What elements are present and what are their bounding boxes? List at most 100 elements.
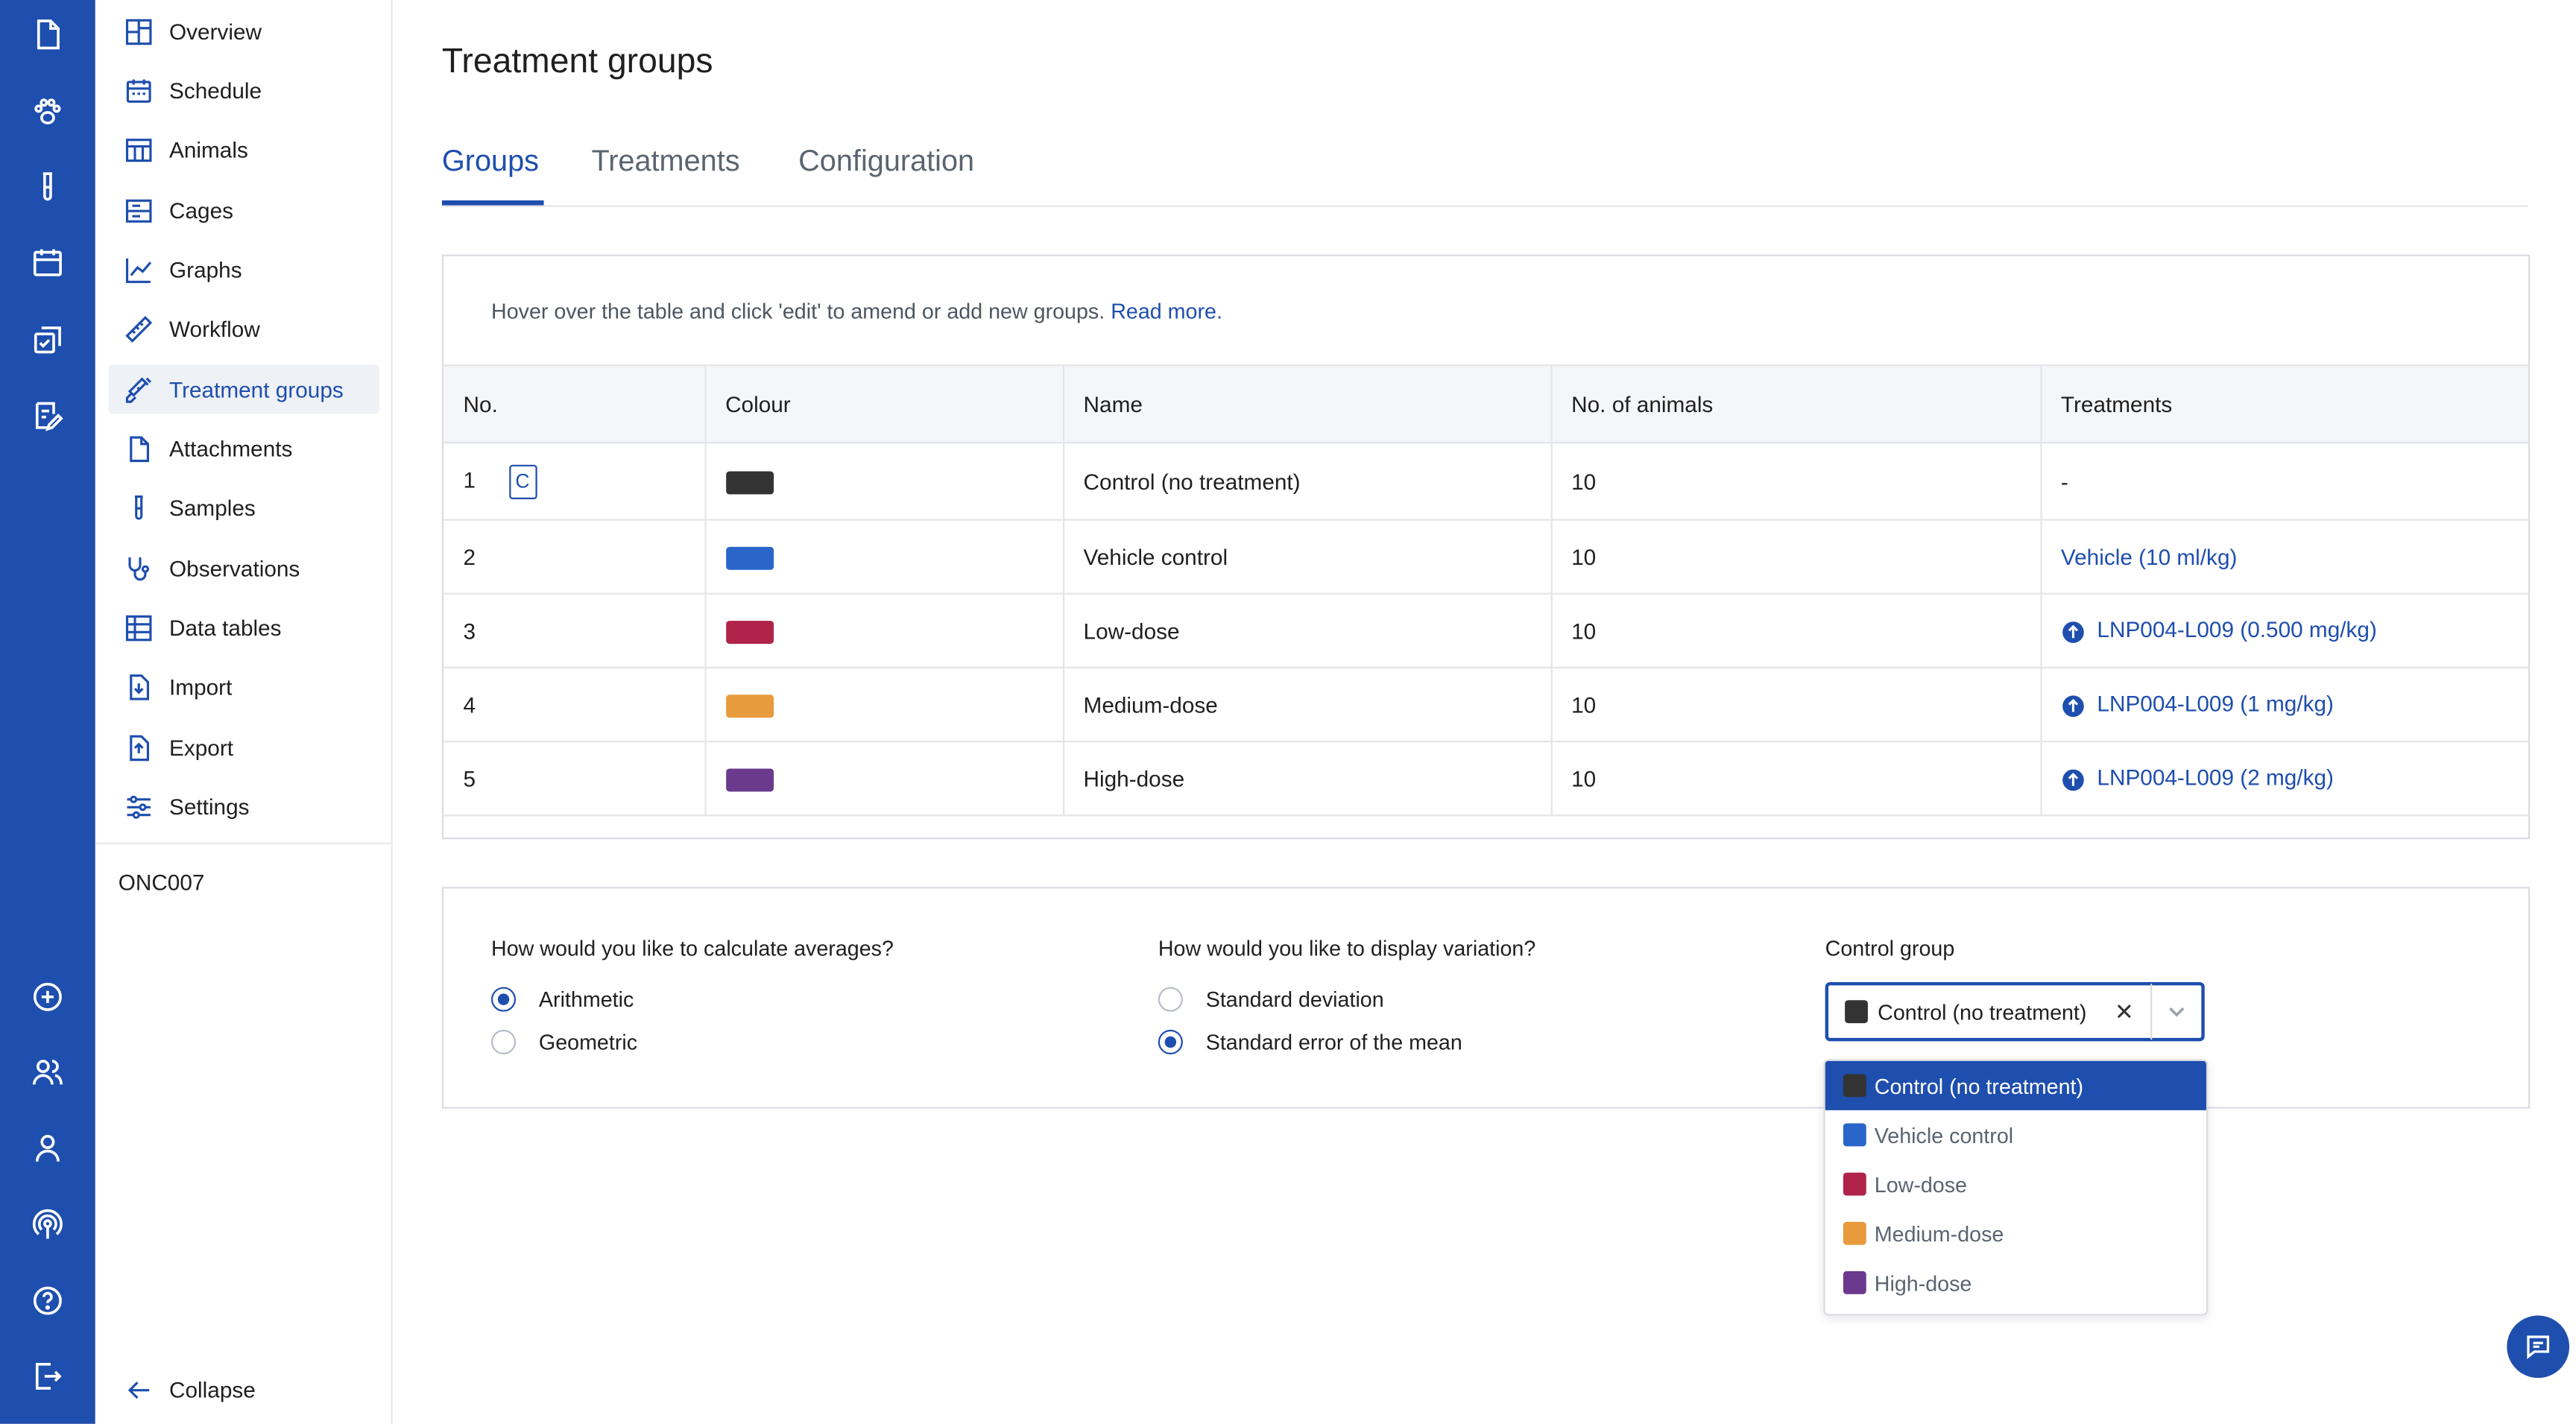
sidebar-item-attachments[interactable]: Attachments	[108, 424, 379, 473]
sidebar-item-samples[interactable]: Samples	[108, 483, 379, 532]
study-code: ONC007	[118, 870, 205, 896]
cell-colour	[704, 442, 1064, 521]
table-row[interactable]: 5 High-dose 10 LNP004-L009 (2 mg/kg)	[443, 741, 2528, 817]
dropdown-option[interactable]: Low-dose	[1825, 1159, 2206, 1209]
cell-name: Control (no treatment)	[1062, 442, 1552, 521]
sidebar-item-label: Export	[169, 735, 234, 760]
cell-treatment: LNP004-L009 (1 mg/kg)	[2040, 667, 2528, 743]
chevron-down-icon[interactable]	[2152, 1001, 2201, 1021]
cell-animals: 10	[1550, 593, 2042, 669]
file-icon	[121, 432, 154, 465]
column-header-colour: Colour	[704, 364, 1064, 444]
table-row[interactable]: 4 Medium-dose 10 LNP004-L009 (1 mg/kg)	[443, 667, 2528, 743]
sidebar-item-workflow[interactable]: Workflow	[108, 304, 379, 353]
cell-treatment: Vehicle (10 ml/kg)	[2040, 519, 2528, 595]
control-group-label: Control group	[1825, 936, 1955, 961]
colour-swatch	[725, 620, 773, 644]
radio-geometric[interactable]: Geometric	[490, 1029, 638, 1054]
graph-icon	[121, 253, 154, 285]
tab-groups[interactable]: Groups	[441, 144, 539, 178]
tab-treatments[interactable]: Treatments	[591, 144, 740, 178]
sidebar-item-data-tables[interactable]: Data tables	[108, 603, 379, 652]
sidebar-item-export[interactable]: Export	[108, 723, 379, 772]
treatment-link[interactable]: LNP004-L009 (1 mg/kg)	[2097, 692, 2334, 717]
groups-table: No. Colour Name No. of animals Treatment…	[443, 364, 2528, 817]
treatment-link[interactable]: LNP004-L009 (0.500 mg/kg)	[2097, 618, 2377, 643]
option-colour-swatch	[1843, 1172, 1866, 1196]
radio-standard-error[interactable]: Standard error of the mean	[1158, 1029, 1462, 1054]
radio-button[interactable]	[490, 1029, 517, 1054]
tab-configuration[interactable]: Configuration	[798, 144, 975, 178]
option-label: Vehicle control	[1874, 1122, 2014, 1148]
sidebar-item-overview[interactable]: Overview	[108, 7, 379, 56]
table-row[interactable]: 2 Vehicle control 10 Vehicle (10 ml/kg)	[443, 519, 2528, 595]
radio-button[interactable]	[1158, 987, 1183, 1012]
control-group-dropdown: Control (no treatment) Vehicle control L…	[1823, 1059, 2209, 1316]
sidebar-item-import[interactable]: Import	[108, 662, 379, 711]
stethoscope-icon	[121, 552, 154, 585]
cell-no: 2	[443, 519, 706, 595]
sidebar-item-label: Treatment groups	[169, 376, 344, 402]
sidebar-item-settings[interactable]: Settings	[108, 782, 379, 831]
syringe-icon	[121, 373, 154, 405]
cell-name: Vehicle control	[1062, 519, 1552, 595]
table-header-row: No. Colour Name No. of animals Treatment…	[443, 364, 2528, 444]
edit-note-icon[interactable]	[28, 396, 67, 435]
sidebar-item-cages[interactable]: Cages	[108, 186, 379, 235]
test-tube-icon	[121, 491, 154, 524]
treatment-link[interactable]: Vehicle (10 ml/kg)	[2060, 544, 2238, 569]
radio-arithmetic[interactable]: Arithmetic	[490, 987, 634, 1012]
user-icon[interactable]	[28, 1128, 67, 1168]
cell-colour	[704, 667, 1064, 743]
column-header-no: No.	[443, 364, 706, 444]
select-separator	[2150, 984, 2153, 1040]
document-icon[interactable]	[28, 15, 67, 54]
help-icon[interactable]	[28, 1281, 67, 1320]
radio-button[interactable]	[1158, 1029, 1183, 1054]
cell-animals: 10	[1550, 442, 2042, 521]
sidebar-item-treatment-groups[interactable]: Treatment groups	[108, 364, 380, 414]
cell-animals: 10	[1550, 741, 2042, 817]
cell-name: Low-dose	[1062, 593, 1552, 669]
cell-name: Medium-dose	[1062, 667, 1552, 743]
table-row[interactable]: 3 Low-dose 10 LNP004-L009 (0.500 mg/kg)	[443, 593, 2528, 669]
radio-button[interactable]	[490, 987, 517, 1012]
read-more-link[interactable]: Read more.	[1111, 299, 1222, 324]
cell-treatment: LNP004-L009 (0.500 mg/kg)	[2040, 593, 2528, 669]
dropdown-option[interactable]: Medium-dose	[1825, 1209, 2206, 1258]
add-circle-icon[interactable]	[28, 977, 67, 1016]
chat-icon	[2527, 1335, 2550, 1359]
cell-colour	[704, 593, 1064, 669]
export-icon	[121, 731, 154, 764]
radio-label: Geometric	[538, 1029, 638, 1054]
sidebar-item-label: Attachments	[169, 436, 293, 461]
sidebar-item-label: Workflow	[169, 316, 260, 341]
paw-icon[interactable]	[28, 92, 67, 131]
calendar-icon[interactable]	[28, 243, 67, 282]
radio-standard-deviation[interactable]: Standard deviation	[1158, 987, 1384, 1012]
treatment-link[interactable]: LNP004-L009 (2 mg/kg)	[2097, 765, 2334, 791]
tasks-icon[interactable]	[28, 320, 67, 360]
broadcast-icon[interactable]	[28, 1206, 67, 1245]
table-icon	[121, 133, 154, 166]
cell-name: High-dose	[1062, 741, 1552, 817]
logout-icon[interactable]	[28, 1357, 67, 1396]
dropdown-option[interactable]: Control (no treatment)	[1825, 1060, 2206, 1110]
users-icon[interactable]	[28, 1053, 67, 1092]
control-badge: C	[508, 463, 537, 499]
control-group-select[interactable]: Control (no treatment) ✕	[1825, 981, 2205, 1042]
sliders-icon	[121, 790, 154, 823]
sidebar-item-graphs[interactable]: Graphs	[108, 244, 379, 294]
sidebar-item-schedule[interactable]: Schedule	[108, 66, 379, 115]
selected-value: Control (no treatment)	[1878, 999, 2087, 1025]
test-tube-icon[interactable]	[28, 168, 67, 207]
dropdown-option[interactable]: Vehicle control	[1825, 1110, 2206, 1159]
sidebar-item-label: Observations	[169, 556, 300, 581]
chat-button[interactable]	[2507, 1315, 2570, 1379]
collapse-button[interactable]: Collapse	[108, 1367, 256, 1413]
sidebar-item-observations[interactable]: Observations	[108, 544, 379, 593]
sidebar-item-animals[interactable]: Animals	[108, 125, 379, 174]
dropdown-option[interactable]: High-dose	[1825, 1258, 2206, 1307]
clear-icon[interactable]: ✕	[2114, 997, 2134, 1025]
